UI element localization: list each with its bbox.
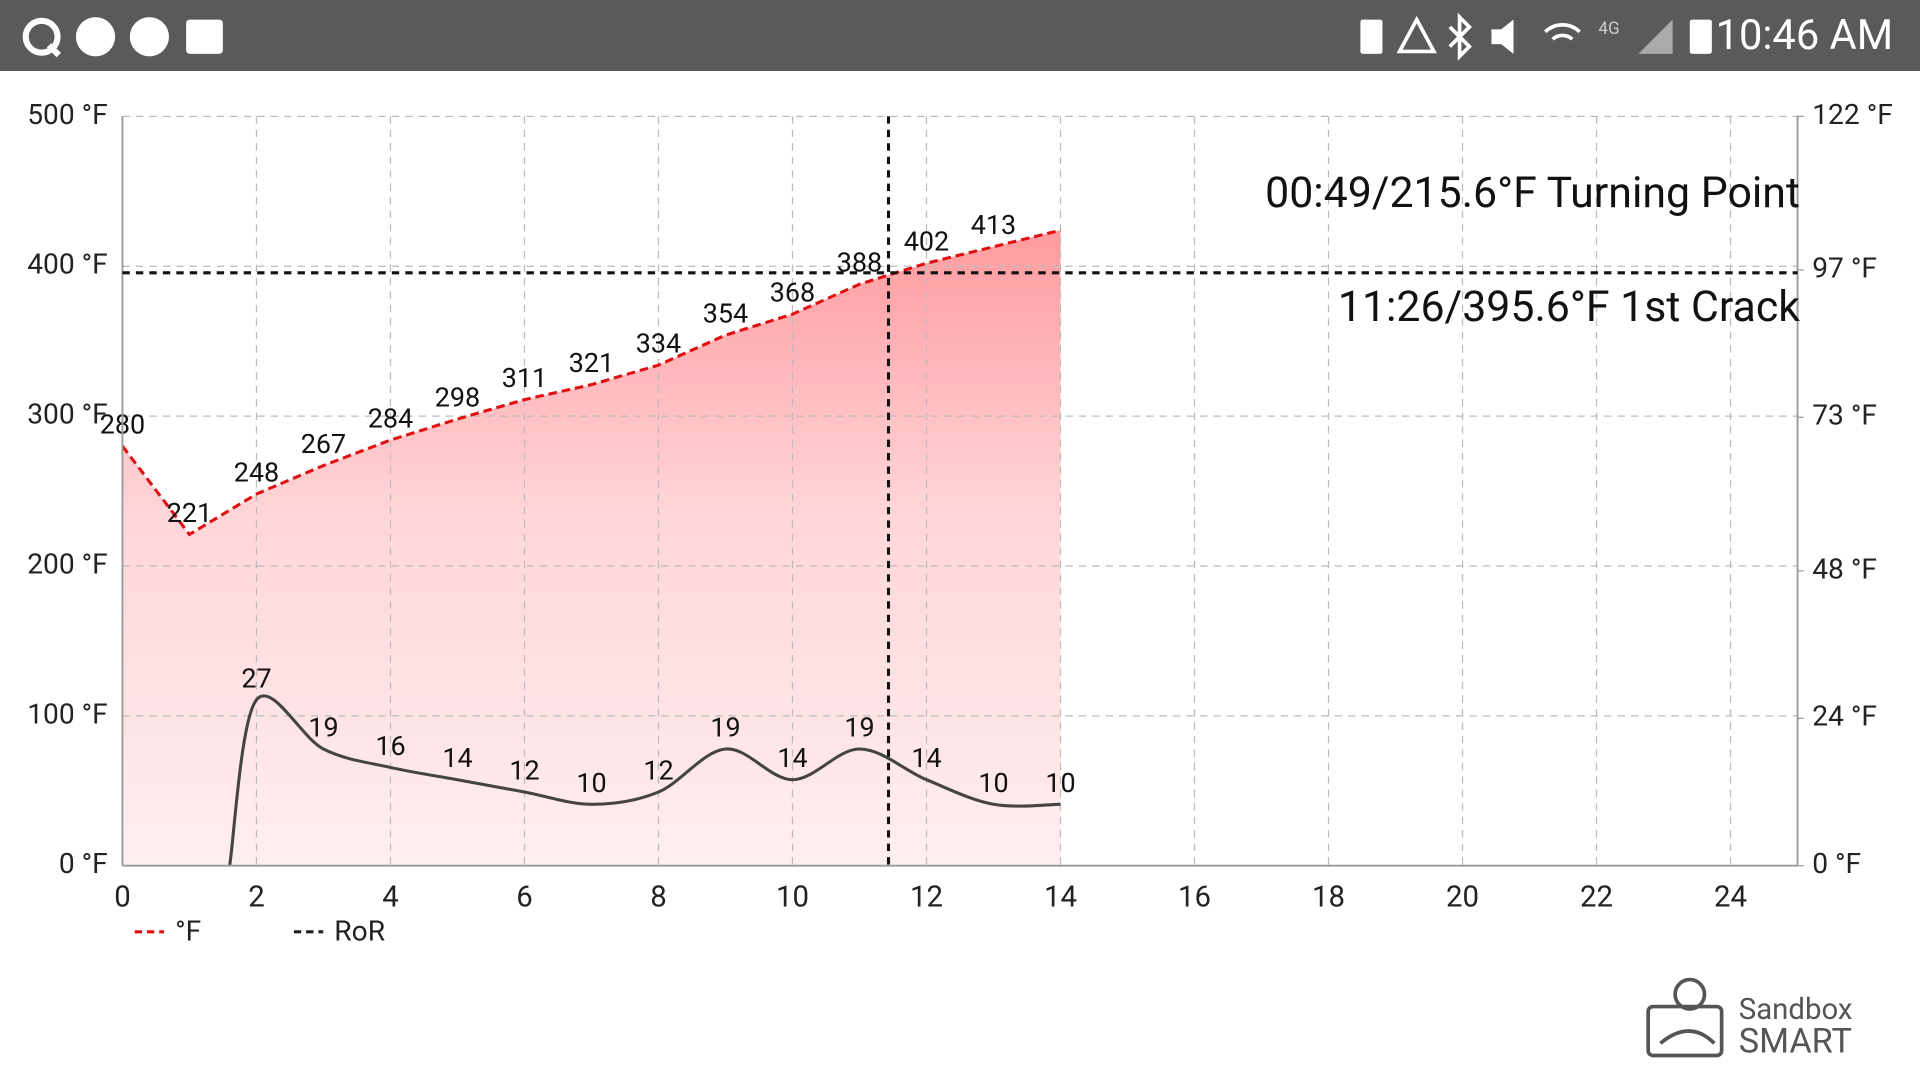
ror-line <box>228 694 1061 866</box>
clock: 10:46 AM <box>1716 11 1893 60</box>
x-tick-label: 8 <box>650 881 667 915</box>
y2-tick-label: 97 °F <box>1812 251 1877 284</box>
data-label: 413 <box>971 209 1016 241</box>
data-label: 16 <box>375 730 405 762</box>
y2-tick-label: 24 °F <box>1812 700 1877 733</box>
data-label: 12 <box>509 755 539 787</box>
y-tick-label: 0 °F <box>59 847 108 880</box>
y-tick-label: 100 °F <box>27 697 108 730</box>
data-label: 402 <box>904 226 949 258</box>
status-icons-right <box>1360 12 1712 61</box>
x-tick-label: 14 <box>1044 881 1077 915</box>
data-label: 311 <box>502 362 547 394</box>
data-label: 27 <box>241 662 271 694</box>
temperature-line <box>121 228 1061 537</box>
data-label: 388 <box>837 247 882 279</box>
annotation: 00:49/215.6°F Turning Point <box>1265 168 1800 218</box>
status-icons-left <box>22 17 223 58</box>
data-label: 334 <box>636 328 681 360</box>
x-tick-label: 10 <box>776 881 809 915</box>
data-label: 14 <box>911 742 941 774</box>
data-label: 354 <box>703 298 748 330</box>
data-label: 221 <box>167 497 212 529</box>
data-label: 14 <box>442 742 472 774</box>
data-label: 19 <box>710 712 740 744</box>
x-tick-label: 24 <box>1714 881 1747 915</box>
data-label: 14 <box>777 742 807 774</box>
annotation: 11:26/395.6°F 1st Crack <box>1338 282 1800 332</box>
logo-text: SMART <box>1739 1021 1852 1061</box>
y-tick-label: 200 °F <box>27 547 108 580</box>
y2-tick-label: 48 °F <box>1812 552 1877 585</box>
data-label: 321 <box>569 347 614 379</box>
legend-label: °F <box>175 914 201 947</box>
data-label: 10 <box>576 767 606 799</box>
y2-tick-label: 122 °F <box>1812 98 1893 131</box>
data-label: 19 <box>308 712 338 744</box>
logo <box>1646 977 1724 1058</box>
data-label: 368 <box>770 277 815 309</box>
legend-label: RoR <box>334 914 385 947</box>
data-label: 248 <box>234 457 279 489</box>
status-bar <box>0 0 1920 72</box>
temperature-area <box>122 230 1061 866</box>
x-tick-label: 18 <box>1312 881 1345 915</box>
network-label: 4G <box>1598 19 1619 39</box>
data-label: 284 <box>368 403 413 435</box>
data-label: 12 <box>643 755 673 787</box>
x-tick-label: 6 <box>516 881 533 915</box>
data-label: 267 <box>301 428 346 460</box>
logo-text: Sandbox <box>1739 993 1853 1027</box>
x-tick-label: 0 <box>114 881 131 915</box>
x-tick-label: 22 <box>1580 881 1613 915</box>
x-tick-label: 20 <box>1446 881 1479 915</box>
data-label: 10 <box>978 767 1008 799</box>
y-tick-label: 400 °F <box>27 248 108 281</box>
y-tick-label: 500 °F <box>27 98 108 131</box>
data-label: 298 <box>435 382 480 414</box>
data-label: 19 <box>844 712 874 744</box>
data-label: 10 <box>1045 767 1075 799</box>
x-tick-label: 2 <box>248 881 265 915</box>
x-tick-label: 4 <box>382 881 399 915</box>
y2-tick-label: 0 °F <box>1812 847 1861 880</box>
y2-tick-label: 73 °F <box>1812 399 1877 432</box>
x-tick-label: 12 <box>910 881 943 915</box>
x-tick-label: 16 <box>1178 881 1211 915</box>
y-tick-label: 300 °F <box>27 398 108 431</box>
